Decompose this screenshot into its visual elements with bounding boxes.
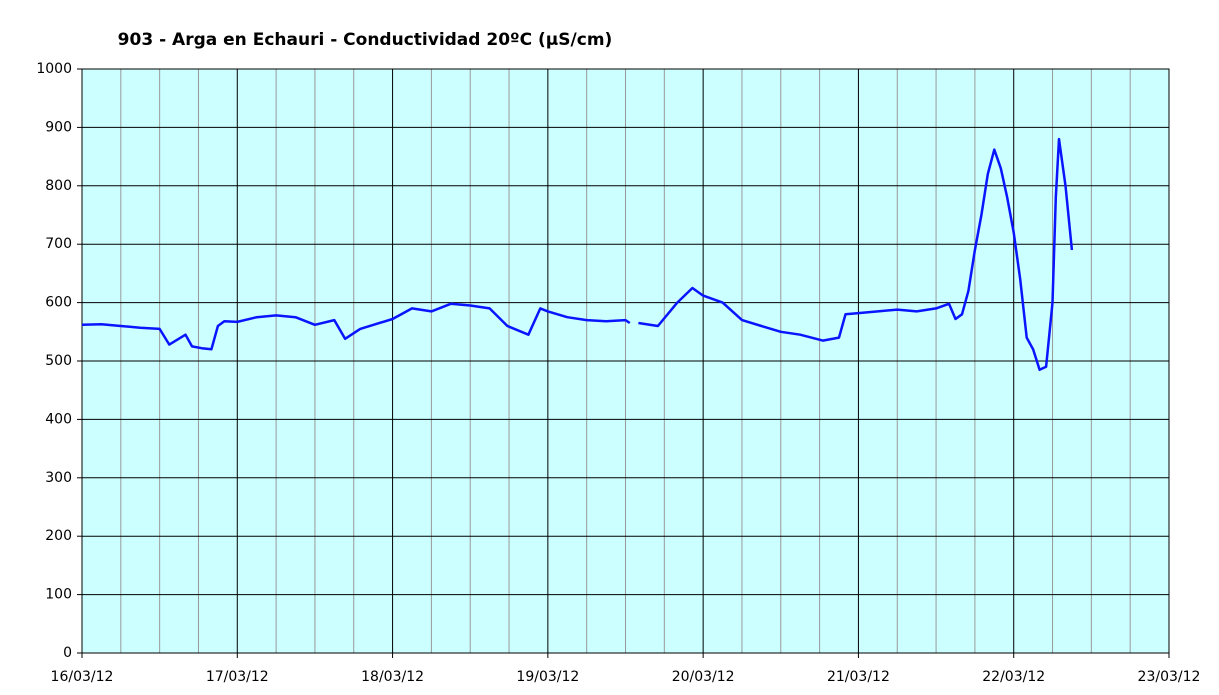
y-tick-label: 0 [63, 645, 72, 661]
y-tick-label: 700 [45, 236, 72, 252]
x-tick-label: 22/03/12 [982, 669, 1045, 685]
x-tick-label: 17/03/12 [206, 669, 269, 685]
x-tick-label: 16/03/12 [51, 669, 114, 685]
y-tick-label: 100 [45, 587, 72, 603]
x-tick-label: 23/03/12 [1138, 669, 1201, 685]
x-tick-label: 21/03/12 [827, 669, 890, 685]
x-tick-label: 18/03/12 [361, 669, 424, 685]
y-tick-label: 600 [45, 295, 72, 311]
y-tick-label: 200 [45, 528, 72, 544]
y-tick-label: 400 [45, 411, 72, 427]
y-tick-label: 900 [45, 119, 72, 135]
y-tick-label: 300 [45, 470, 72, 486]
y-tick-label: 1000 [36, 61, 72, 77]
x-tick-label: 19/03/12 [516, 669, 579, 685]
y-tick-label: 500 [45, 353, 72, 369]
y-tick-label: 800 [45, 178, 72, 194]
x-tick-label: 20/03/12 [672, 669, 735, 685]
data-line [81, 137, 1074, 372]
plot-border [81, 68, 1170, 654]
chart-title: 903 - Arga en Echauri - Conductividad 20… [118, 30, 613, 50]
